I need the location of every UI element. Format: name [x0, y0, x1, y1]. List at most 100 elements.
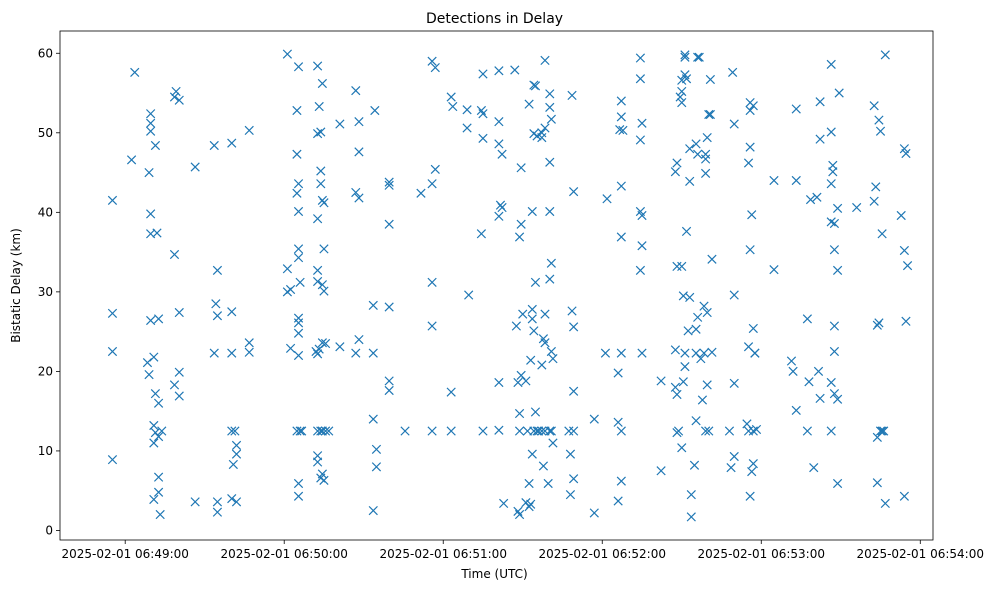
data-point-153 — [476, 105, 487, 116]
data-point-317 — [728, 67, 738, 77]
data-point-43 — [212, 311, 223, 321]
data-point-343 — [769, 264, 779, 275]
data-point-378 — [869, 101, 879, 111]
data-point-123 — [368, 300, 378, 311]
data-point-159 — [494, 139, 504, 149]
data-point-163 — [494, 211, 504, 221]
data-point-164 — [494, 377, 504, 388]
plot-frame — [59, 30, 934, 541]
data-point-82 — [293, 491, 304, 501]
data-point-335 — [750, 348, 760, 358]
data-point-95 — [312, 276, 323, 287]
data-point-209 — [538, 461, 549, 471]
data-point-372 — [834, 88, 844, 98]
data-point-144 — [446, 92, 456, 102]
data-point-113 — [335, 119, 345, 129]
data-point-332 — [745, 245, 755, 255]
data-point-346 — [786, 356, 797, 366]
data-point-360 — [826, 127, 836, 137]
data-point-398 — [901, 316, 911, 326]
data-point-128 — [368, 505, 378, 516]
data-point-171 — [514, 426, 525, 436]
data-point-141 — [427, 426, 437, 436]
data-point-215 — [546, 114, 556, 124]
data-point-275 — [677, 261, 687, 272]
data-point-207 — [537, 426, 547, 436]
data-point-160 — [497, 149, 507, 159]
data-point-236 — [589, 508, 599, 518]
data-point-241 — [615, 124, 625, 135]
data-point-364 — [826, 377, 836, 388]
data-point-56 — [231, 497, 242, 507]
data-point-13 — [152, 228, 162, 238]
data-point-175 — [516, 219, 526, 229]
data-point-177 — [518, 309, 528, 319]
data-point-363 — [826, 426, 836, 436]
data-point-321 — [724, 426, 735, 436]
x-tick-label-3: 2025-02-01 06:52:00 — [539, 547, 666, 561]
data-point-23 — [157, 426, 167, 436]
data-point-85 — [312, 128, 323, 139]
data-point-149 — [462, 105, 472, 115]
data-point-326 — [743, 426, 754, 436]
data-point-49 — [227, 348, 237, 358]
data-point-359 — [826, 59, 836, 70]
y-tick-label-0: 0 — [45, 523, 53, 537]
data-point-29 — [155, 509, 165, 520]
data-point-300 — [696, 354, 706, 364]
data-point-353 — [815, 134, 825, 144]
data-point-243 — [616, 181, 626, 191]
data-point-272 — [675, 92, 685, 102]
data-point-152 — [478, 109, 488, 119]
data-point-393 — [896, 210, 906, 221]
data-point-172 — [513, 506, 523, 516]
data-point-381 — [874, 115, 884, 125]
data-point-135 — [400, 426, 410, 436]
data-point-156 — [478, 426, 488, 436]
y-tick-label-1: 10 — [38, 444, 53, 458]
data-point-120 — [354, 334, 364, 345]
data-point-158 — [494, 117, 504, 127]
data-point-281 — [680, 52, 690, 62]
data-point-349 — [802, 314, 813, 324]
data-point-73 — [295, 277, 305, 287]
data-point-187 — [529, 128, 539, 139]
data-point-150 — [464, 290, 474, 300]
data-point-91 — [319, 198, 329, 208]
data-point-231 — [568, 426, 579, 436]
data-point-350 — [805, 194, 816, 205]
data-point-138 — [427, 179, 437, 189]
data-point-387 — [877, 426, 887, 436]
data-point-376 — [832, 478, 843, 489]
data-point-362 — [826, 217, 836, 227]
x-tick-label-4: 2025-02-01 06:53:00 — [698, 547, 825, 561]
data-point-210 — [543, 478, 553, 489]
data-point-366 — [828, 167, 838, 177]
data-point-151 — [478, 69, 488, 79]
data-point-285 — [681, 226, 692, 237]
data-point-247 — [613, 417, 623, 427]
data-point-11 — [146, 209, 156, 219]
data-point-193 — [526, 355, 536, 365]
data-point-115 — [351, 86, 361, 96]
data-point-391 — [880, 50, 890, 60]
data-point-170 — [514, 408, 525, 419]
data-point-72 — [293, 253, 304, 263]
data-point-254 — [635, 135, 646, 145]
data-point-10 — [150, 140, 161, 151]
data-point-377 — [852, 202, 862, 213]
data-point-106 — [320, 426, 331, 436]
data-point-15 — [153, 314, 164, 324]
data-point-46 — [212, 507, 223, 517]
data-point-389 — [872, 478, 882, 488]
data-point-368 — [829, 245, 840, 255]
data-point-38 — [190, 162, 200, 172]
data-point-112 — [316, 473, 326, 483]
data-point-379 — [869, 196, 879, 206]
data-point-37 — [174, 391, 184, 401]
y-tick-label-3: 30 — [38, 285, 53, 299]
data-point-202 — [540, 123, 550, 133]
data-point-201 — [540, 55, 550, 66]
data-point-173 — [514, 509, 525, 520]
data-point-290 — [693, 52, 703, 62]
